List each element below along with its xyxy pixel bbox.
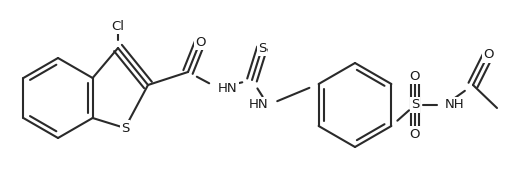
Text: S: S (258, 41, 266, 54)
Text: Cl: Cl (111, 19, 124, 32)
Text: S: S (411, 98, 419, 112)
Text: HN: HN (248, 98, 268, 112)
Text: O: O (195, 36, 205, 48)
Text: O: O (410, 128, 420, 141)
Text: O: O (410, 69, 420, 82)
Text: NH: NH (445, 98, 464, 112)
Text: O: O (483, 48, 493, 62)
Text: S: S (121, 122, 129, 135)
Text: HN: HN (218, 81, 238, 95)
